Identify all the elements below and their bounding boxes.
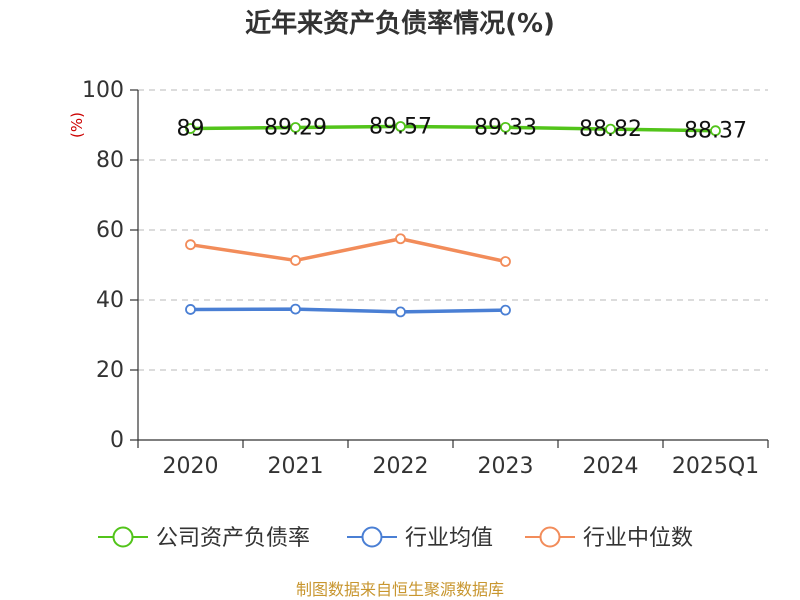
legend-swatch-marker [539, 526, 561, 548]
data-labels: 89 89.29 89.57 89.33 88.82 88.37 [177, 115, 747, 144]
series-line-2 [190, 237, 506, 264]
y-tick-label: 80 [96, 148, 124, 173]
data-point-1-2[interactable] [395, 306, 406, 318]
x-tick-label: 2020 [163, 454, 219, 479]
data-point-2-3[interactable] [500, 256, 511, 267]
legend-label: 行业均值 [405, 526, 493, 551]
data-point-2-1[interactable] [290, 255, 301, 266]
data-label: 88.37 [684, 119, 747, 144]
legend-label: 公司资产负债率 [156, 526, 310, 551]
legend-swatch-marker [361, 526, 383, 548]
data-point-1-3[interactable] [500, 304, 511, 316]
y-tick-label: 20 [96, 358, 124, 383]
legend-item-1[interactable]: 行业均值 [347, 526, 493, 551]
data-label: 88.82 [579, 117, 642, 142]
data-point-0-5[interactable] [710, 125, 721, 137]
data-point-2-2[interactable] [395, 233, 406, 245]
data-point-0-3[interactable] [500, 121, 511, 133]
x-tick-label: 2025Q1 [672, 454, 759, 479]
grid [138, 89, 768, 371]
data-label: 89 [177, 117, 205, 142]
series-line-0 [190, 124, 716, 133]
data-point-0-1[interactable] [290, 122, 301, 133]
y-axis-label: (%) [68, 112, 86, 138]
series-line-1 [190, 307, 506, 314]
y-tick-label: 60 [96, 218, 124, 243]
data-label: 89.33 [474, 115, 537, 140]
data-point-0-4[interactable] [605, 123, 616, 135]
data-label: 89.57 [369, 115, 432, 140]
series-group [185, 121, 721, 318]
data-point-2-0[interactable] [185, 239, 196, 251]
x-ticks: 2020 2021 2022 2023 2024 2025Q1 [137, 440, 769, 479]
data-point-1-0[interactable] [185, 304, 196, 315]
source-note: 制图数据来自恒生聚源数据库 [296, 580, 504, 599]
x-tick-label: 2024 [583, 454, 639, 479]
y-tick-label: 100 [82, 78, 124, 103]
data-point-0-0[interactable] [185, 123, 196, 134]
x-tick-label: 2021 [268, 454, 324, 479]
legend[interactable]: 公司资产负债率 行业均值 行业中位数 [98, 526, 693, 551]
y-tick-label: 40 [96, 288, 124, 313]
data-point-0-2[interactable] [395, 121, 406, 132]
legend-swatch-marker [112, 526, 134, 548]
chart-title: 近年来资产负债率情况(%) [245, 8, 555, 39]
data-label: 89.29 [264, 115, 327, 140]
y-tick-label: 0 [110, 428, 124, 453]
legend-item-0[interactable]: 公司资产负债率 [98, 526, 310, 551]
legend-item-2[interactable]: 行业中位数 [525, 526, 693, 551]
y-ticks: 0 20 40 60 80 100 [82, 78, 138, 453]
legend-label: 行业中位数 [583, 526, 693, 551]
x-tick-label: 2022 [373, 454, 429, 479]
data-point-1-1[interactable] [290, 303, 301, 315]
axes [137, 90, 768, 441]
x-tick-label: 2023 [478, 454, 534, 479]
